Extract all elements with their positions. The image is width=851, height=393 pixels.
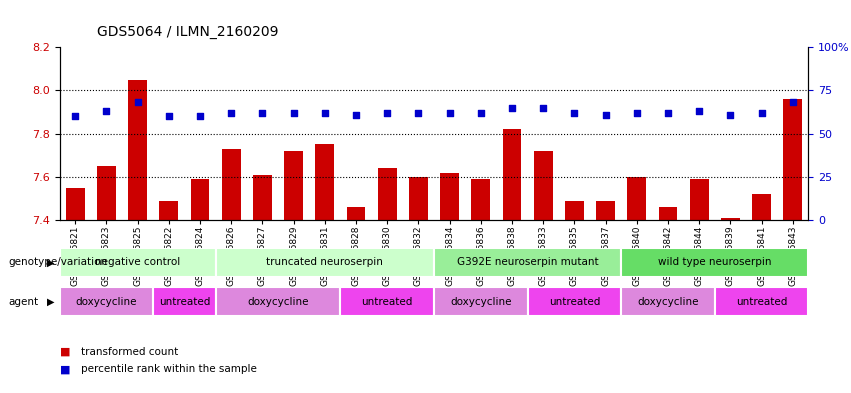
Point xyxy=(193,113,207,119)
FancyBboxPatch shape xyxy=(715,287,808,316)
Point xyxy=(536,105,550,111)
Point xyxy=(255,110,269,116)
FancyBboxPatch shape xyxy=(528,287,621,316)
Bar xyxy=(659,207,677,220)
Point xyxy=(693,108,706,114)
Text: GDS5064 / ILMN_2160209: GDS5064 / ILMN_2160209 xyxy=(97,24,278,39)
Point xyxy=(630,110,643,116)
Point xyxy=(661,110,675,116)
Bar xyxy=(97,166,116,220)
Text: untreated: untreated xyxy=(549,297,600,307)
Point xyxy=(100,108,113,114)
Bar xyxy=(409,177,428,220)
Text: untreated: untreated xyxy=(362,297,413,307)
Bar xyxy=(627,177,646,220)
Text: negative control: negative control xyxy=(95,257,180,267)
Bar xyxy=(222,149,241,220)
Bar xyxy=(159,200,178,220)
Bar xyxy=(316,144,334,220)
FancyBboxPatch shape xyxy=(621,287,715,316)
Point xyxy=(287,110,300,116)
Text: wild type neuroserpin: wild type neuroserpin xyxy=(658,257,772,267)
Point xyxy=(131,99,145,106)
Bar xyxy=(534,151,552,220)
Text: genotype/variation: genotype/variation xyxy=(9,257,107,267)
Point xyxy=(599,112,613,118)
Text: agent: agent xyxy=(9,297,38,307)
Text: truncated neuroserpin: truncated neuroserpin xyxy=(266,257,383,267)
FancyBboxPatch shape xyxy=(434,248,621,277)
Bar xyxy=(378,168,397,220)
Point xyxy=(755,110,768,116)
Bar xyxy=(346,207,365,220)
Text: ■: ■ xyxy=(60,347,70,357)
FancyBboxPatch shape xyxy=(215,287,340,316)
FancyBboxPatch shape xyxy=(434,287,528,316)
Text: untreated: untreated xyxy=(736,297,787,307)
FancyBboxPatch shape xyxy=(621,248,808,277)
Point xyxy=(474,110,488,116)
Bar xyxy=(503,129,522,220)
Bar xyxy=(66,187,84,220)
Point xyxy=(723,112,737,118)
Point xyxy=(568,110,581,116)
Point xyxy=(786,99,800,106)
Bar xyxy=(191,179,209,220)
Bar xyxy=(565,200,584,220)
FancyBboxPatch shape xyxy=(60,287,153,316)
Point xyxy=(68,113,82,119)
Point xyxy=(318,110,332,116)
Text: doxycycline: doxycycline xyxy=(248,297,309,307)
Bar xyxy=(284,151,303,220)
Bar xyxy=(597,200,615,220)
FancyBboxPatch shape xyxy=(215,248,434,277)
Text: ■: ■ xyxy=(60,364,70,375)
FancyBboxPatch shape xyxy=(60,248,215,277)
Text: transformed count: transformed count xyxy=(81,347,178,357)
Text: ▶: ▶ xyxy=(47,297,54,307)
Bar xyxy=(721,218,740,220)
Bar xyxy=(752,194,771,220)
Text: doxycycline: doxycycline xyxy=(637,297,699,307)
Point xyxy=(505,105,519,111)
FancyBboxPatch shape xyxy=(340,287,434,316)
Bar xyxy=(129,79,147,220)
Text: doxycycline: doxycycline xyxy=(450,297,511,307)
Point xyxy=(349,112,363,118)
Point xyxy=(380,110,394,116)
Text: untreated: untreated xyxy=(158,297,210,307)
Bar xyxy=(784,99,802,220)
Bar xyxy=(440,173,459,220)
Point xyxy=(162,113,175,119)
Point xyxy=(443,110,456,116)
Text: G392E neuroserpin mutant: G392E neuroserpin mutant xyxy=(457,257,598,267)
Text: doxycycline: doxycycline xyxy=(76,297,137,307)
Bar xyxy=(471,179,490,220)
Bar xyxy=(690,179,709,220)
Point xyxy=(225,110,238,116)
Bar xyxy=(253,174,271,220)
Text: ▶: ▶ xyxy=(47,257,54,267)
Point xyxy=(412,110,426,116)
FancyBboxPatch shape xyxy=(153,287,215,316)
Text: percentile rank within the sample: percentile rank within the sample xyxy=(81,364,257,375)
